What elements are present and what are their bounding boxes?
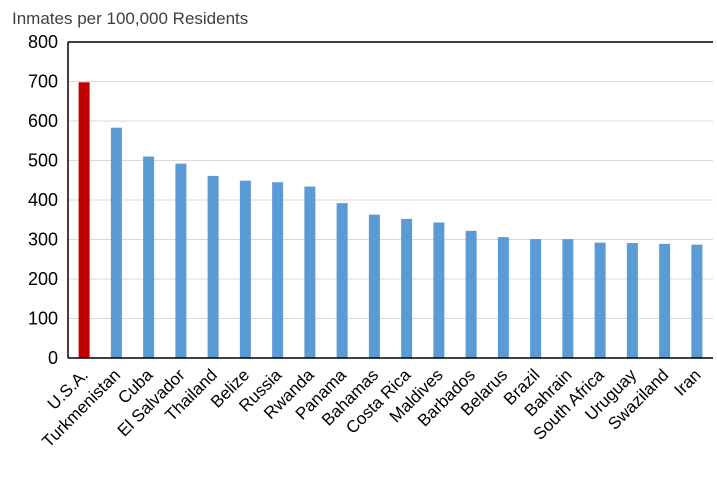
bar: [691, 244, 703, 358]
bar: [530, 239, 542, 358]
bar: [594, 242, 606, 358]
bar: [110, 127, 122, 358]
y-tick-label: 800: [28, 32, 58, 52]
bar: [304, 186, 316, 358]
axes: [67, 41, 713, 359]
bars: [78, 82, 703, 358]
bar: [175, 163, 187, 358]
bar: [272, 182, 284, 358]
y-tick-label: 200: [28, 269, 58, 289]
bar: [78, 82, 90, 358]
bar: [368, 214, 380, 358]
bar: [562, 239, 574, 358]
y-tick-label: 600: [28, 111, 58, 131]
bar: [336, 203, 348, 358]
y-tick-label: 300: [28, 230, 58, 250]
bar: [143, 156, 155, 358]
bar: [465, 230, 477, 358]
bar: [497, 237, 509, 358]
bar: [433, 222, 445, 358]
y-tick-labels: 0 100 200 300 400 500 600 700 800: [28, 32, 58, 368]
bar: [239, 180, 251, 358]
y-tick-label: 500: [28, 151, 58, 171]
gridlines: [68, 41, 713, 319]
y-tick-label: 0: [48, 348, 58, 368]
x-category-label: Iran: [671, 365, 705, 399]
y-tick-label: 100: [28, 309, 58, 329]
y-tick-label: 400: [28, 190, 58, 210]
bar: [659, 243, 671, 358]
bar: [207, 175, 219, 358]
y-axis-label: Inmates per 100,000 Residents: [12, 9, 248, 28]
bar: [626, 243, 638, 358]
y-tick-label: 700: [28, 72, 58, 92]
bar: [401, 218, 413, 358]
